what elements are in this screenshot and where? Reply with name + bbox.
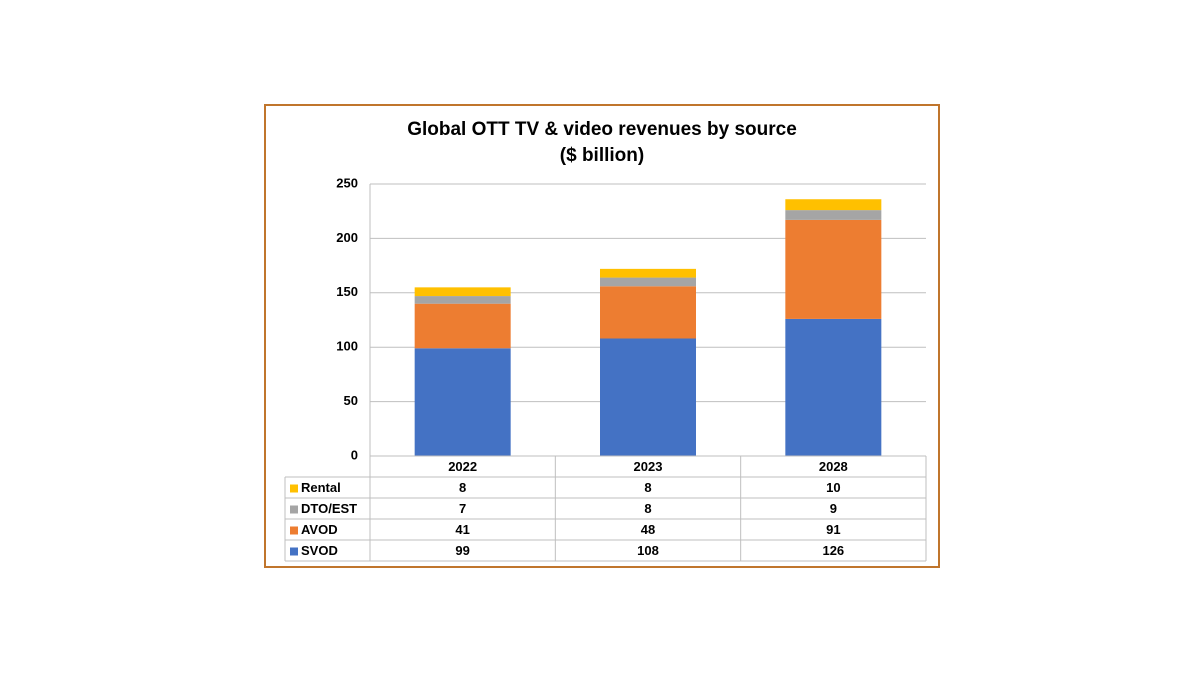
legend-label: DTO/EST xyxy=(301,501,357,516)
table-value: 41 xyxy=(455,522,469,537)
table-value: 48 xyxy=(641,522,655,537)
table-value: 99 xyxy=(455,543,469,558)
chart-title: Global OTT TV & video revenues by source xyxy=(407,119,797,140)
legend-swatch xyxy=(290,547,298,556)
table-value: 108 xyxy=(637,543,659,558)
legend-swatch xyxy=(290,526,298,535)
table-value: 8 xyxy=(644,480,651,495)
y-tick-label: 0 xyxy=(351,447,358,462)
legend-label: SVOD xyxy=(301,543,338,558)
y-tick-label: 50 xyxy=(344,393,358,408)
table-value: 126 xyxy=(822,543,844,558)
table-value: 10 xyxy=(826,480,840,495)
bar-segment xyxy=(600,268,696,278)
table-value: 91 xyxy=(826,522,840,537)
bar-segment xyxy=(600,286,696,339)
y-tick-label: 100 xyxy=(336,339,358,354)
bar-segment xyxy=(785,210,882,220)
y-tick-label: 200 xyxy=(336,230,358,245)
bar-segment xyxy=(414,287,511,297)
bar-segment xyxy=(414,296,511,304)
bar-segment xyxy=(414,303,511,349)
y-tick-label: 250 xyxy=(336,175,358,190)
table-value: 8 xyxy=(459,480,466,495)
legend-swatch xyxy=(290,505,298,514)
x-tick-label: 2022 xyxy=(448,459,477,474)
x-tick-label: 2023 xyxy=(634,459,663,474)
legend-label: AVOD xyxy=(301,522,338,537)
table-value: 7 xyxy=(459,501,466,516)
x-tick-label: 2028 xyxy=(819,459,848,474)
y-tick-label: 150 xyxy=(336,284,358,299)
bar-segment xyxy=(785,199,882,211)
bar-segment xyxy=(785,318,882,456)
chart-subtitle: ($ billion) xyxy=(560,145,644,166)
bar-segment xyxy=(600,277,696,287)
table-value: 9 xyxy=(830,501,837,516)
bar-segment xyxy=(785,219,882,319)
table-value: 8 xyxy=(644,501,651,516)
legend-swatch xyxy=(290,484,298,493)
bar-segment xyxy=(414,348,511,456)
legend-label: Rental xyxy=(301,480,341,495)
bar-segment xyxy=(600,338,696,456)
